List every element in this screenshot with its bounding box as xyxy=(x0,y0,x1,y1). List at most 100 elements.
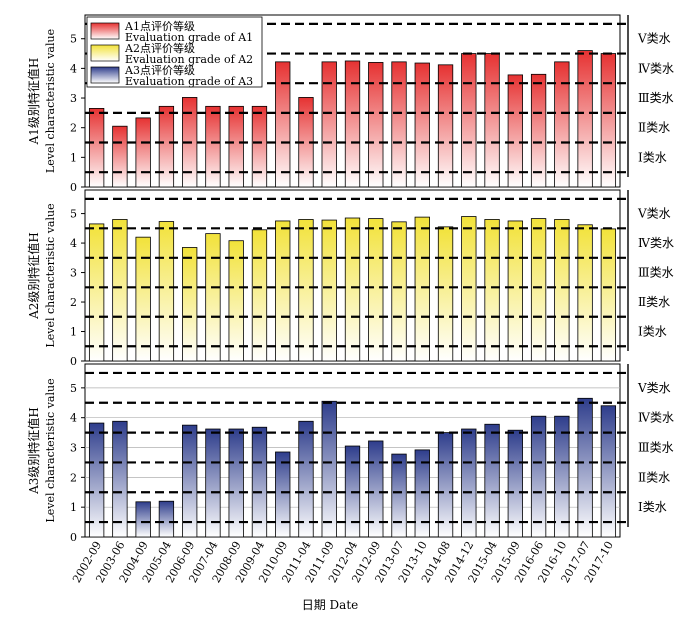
bar-A3-2011-09 xyxy=(321,400,337,538)
grade-label: Ⅰ类水 xyxy=(638,500,667,514)
panel-A3: Ⅴ类水 Ⅳ类水 Ⅲ类水 Ⅱ类水 Ⅰ类水 0 1 2 3 4 5 A3级别特征值H Level chara… xyxy=(26,363,674,544)
y-tick-label: 4 xyxy=(70,62,77,75)
grade-label: Ⅳ类水 xyxy=(638,236,674,250)
bar-A2-2016-06 xyxy=(530,218,547,362)
bar-A1-2017-10 xyxy=(600,53,617,188)
y-tick-label: 3 xyxy=(70,267,77,280)
bar-A2-2013-07 xyxy=(391,221,407,362)
bar-A3-2013-07 xyxy=(391,453,407,538)
grade-label: Ⅲ类水 xyxy=(638,441,674,455)
legend-label-en-A1: Evaluation grade of A1 xyxy=(125,31,253,44)
bar-A2-2007-04 xyxy=(205,233,221,362)
legend-label-en-A2: Evaluation grade of A2 xyxy=(125,53,253,66)
grade-label: Ⅲ类水 xyxy=(638,266,674,280)
bar-A3-2017-10 xyxy=(600,405,617,538)
bar-A1-2017-07 xyxy=(577,50,593,188)
y-tick-label: 4 xyxy=(70,237,77,250)
bar-A2-2017-10 xyxy=(600,228,617,362)
grade-label: Ⅳ类水 xyxy=(638,411,674,425)
bar-A3-2014-12 xyxy=(461,428,477,538)
bar-A3-2004-09 xyxy=(135,501,151,538)
bar-A3-2014-08 xyxy=(437,432,454,538)
y-tick-label: 3 xyxy=(70,442,77,455)
bar-A3-2008-09 xyxy=(228,428,244,538)
y-tick-label: 2 xyxy=(70,471,77,484)
bar-A2-2015-09 xyxy=(507,220,523,362)
legend-label-en-A3: Evaluation grade of A3 xyxy=(125,75,253,88)
bar-A1-2013-10 xyxy=(414,62,430,188)
bar-A2-2014-08 xyxy=(437,226,454,362)
bar-A3-2016-10 xyxy=(554,415,570,538)
bar-A3-2016-06 xyxy=(530,415,547,538)
legend-label-cn-A1: A1点评价等级 xyxy=(124,19,195,33)
bar-A2-2011-04 xyxy=(298,219,314,362)
grade-label: Ⅳ类水 xyxy=(638,61,674,75)
grade-label: Ⅱ类水 xyxy=(638,121,670,135)
bar-A1-2008-09 xyxy=(228,105,244,188)
grade-label: Ⅰ类水 xyxy=(638,150,667,164)
bar-A2-2016-10 xyxy=(554,219,570,362)
bar-A1-2016-06 xyxy=(530,73,547,188)
bar-A1-2012-04 xyxy=(344,60,361,188)
bar-A2-2009-04 xyxy=(251,229,268,362)
bar-A3-2006-09 xyxy=(182,424,198,538)
bar-A3-2015-04 xyxy=(484,423,500,538)
legend-swatch-A3 xyxy=(90,66,120,84)
x-axis: 2002-092003-062004-092005-042006-092007-… xyxy=(70,539,616,612)
legend-label-cn-A2: A2点评价等级 xyxy=(124,41,195,55)
bar-A1-2013-07 xyxy=(391,61,407,188)
bar-A1-2011-09 xyxy=(321,61,337,188)
bar-A3-2005-04 xyxy=(158,500,175,538)
grade-label: Ⅲ类水 xyxy=(638,91,674,105)
grade-label: Ⅱ类水 xyxy=(638,295,670,309)
y-tick-label: 5 xyxy=(70,33,77,46)
y-tick-label: 0 xyxy=(70,531,77,544)
y-axis-label-en: Level characteristic value xyxy=(44,203,57,347)
x-axis-label: 日期 Date xyxy=(302,598,359,612)
bar-A1-2007-04 xyxy=(205,105,221,188)
y-tick-label: 5 xyxy=(70,382,77,395)
y-tick-label: 1 xyxy=(70,151,77,164)
bar-A2-2005-04 xyxy=(158,221,175,362)
bar-A2-2014-12 xyxy=(461,216,477,362)
grade-label: Ⅱ类水 xyxy=(638,470,670,484)
bar-A2-2010-09 xyxy=(275,220,291,362)
y-tick-label: 2 xyxy=(70,296,77,309)
y-tick-label: 1 xyxy=(70,326,77,339)
bar-A1-2010-09 xyxy=(275,61,291,188)
bar-A1-2014-12 xyxy=(461,53,477,188)
bar-A1-2015-09 xyxy=(507,74,523,188)
bar-A3-2015-09 xyxy=(507,429,523,538)
bar-A2-2003-06 xyxy=(112,219,128,362)
bar-A2-2004-09 xyxy=(135,236,151,362)
grade-label: Ⅴ类水 xyxy=(637,207,671,221)
bar-A1-2003-06 xyxy=(112,125,128,188)
y-tick-label: 5 xyxy=(70,208,77,221)
bar-A3-2003-06 xyxy=(112,420,128,538)
bar-A3-2009-04 xyxy=(251,426,268,538)
bar-A1-2002-09 xyxy=(88,108,105,188)
bar-A1-2004-09 xyxy=(135,117,151,188)
bar-A3-2013-10 xyxy=(414,449,430,538)
y-axis-label-en: Level characteristic value xyxy=(44,378,57,522)
bar-A1-2005-04 xyxy=(158,105,175,188)
bar-A1-2009-04 xyxy=(251,105,268,188)
bar-A2-2013-10 xyxy=(414,216,430,362)
y-axis-label-en: Level characteristic value xyxy=(44,29,57,173)
y-tick-label: 1 xyxy=(70,501,77,514)
bar-A3-2011-04 xyxy=(298,420,314,538)
bar-A1-2014-08 xyxy=(437,64,454,188)
bar-A3-2002-09 xyxy=(88,422,105,538)
y-tick-label: 2 xyxy=(70,122,77,135)
grade-label: Ⅰ类水 xyxy=(638,325,667,339)
y-tick-label: 4 xyxy=(70,412,77,425)
bar-A1-2015-04 xyxy=(484,53,500,188)
bar-A3-2017-07 xyxy=(577,397,593,538)
bar-A1-2016-10 xyxy=(554,61,570,188)
bar-A1-2012-09 xyxy=(368,62,384,188)
bar-A2-2012-09 xyxy=(368,218,384,362)
legend-swatch-A1 xyxy=(90,22,120,40)
bar-A3-2010-09 xyxy=(275,451,291,538)
